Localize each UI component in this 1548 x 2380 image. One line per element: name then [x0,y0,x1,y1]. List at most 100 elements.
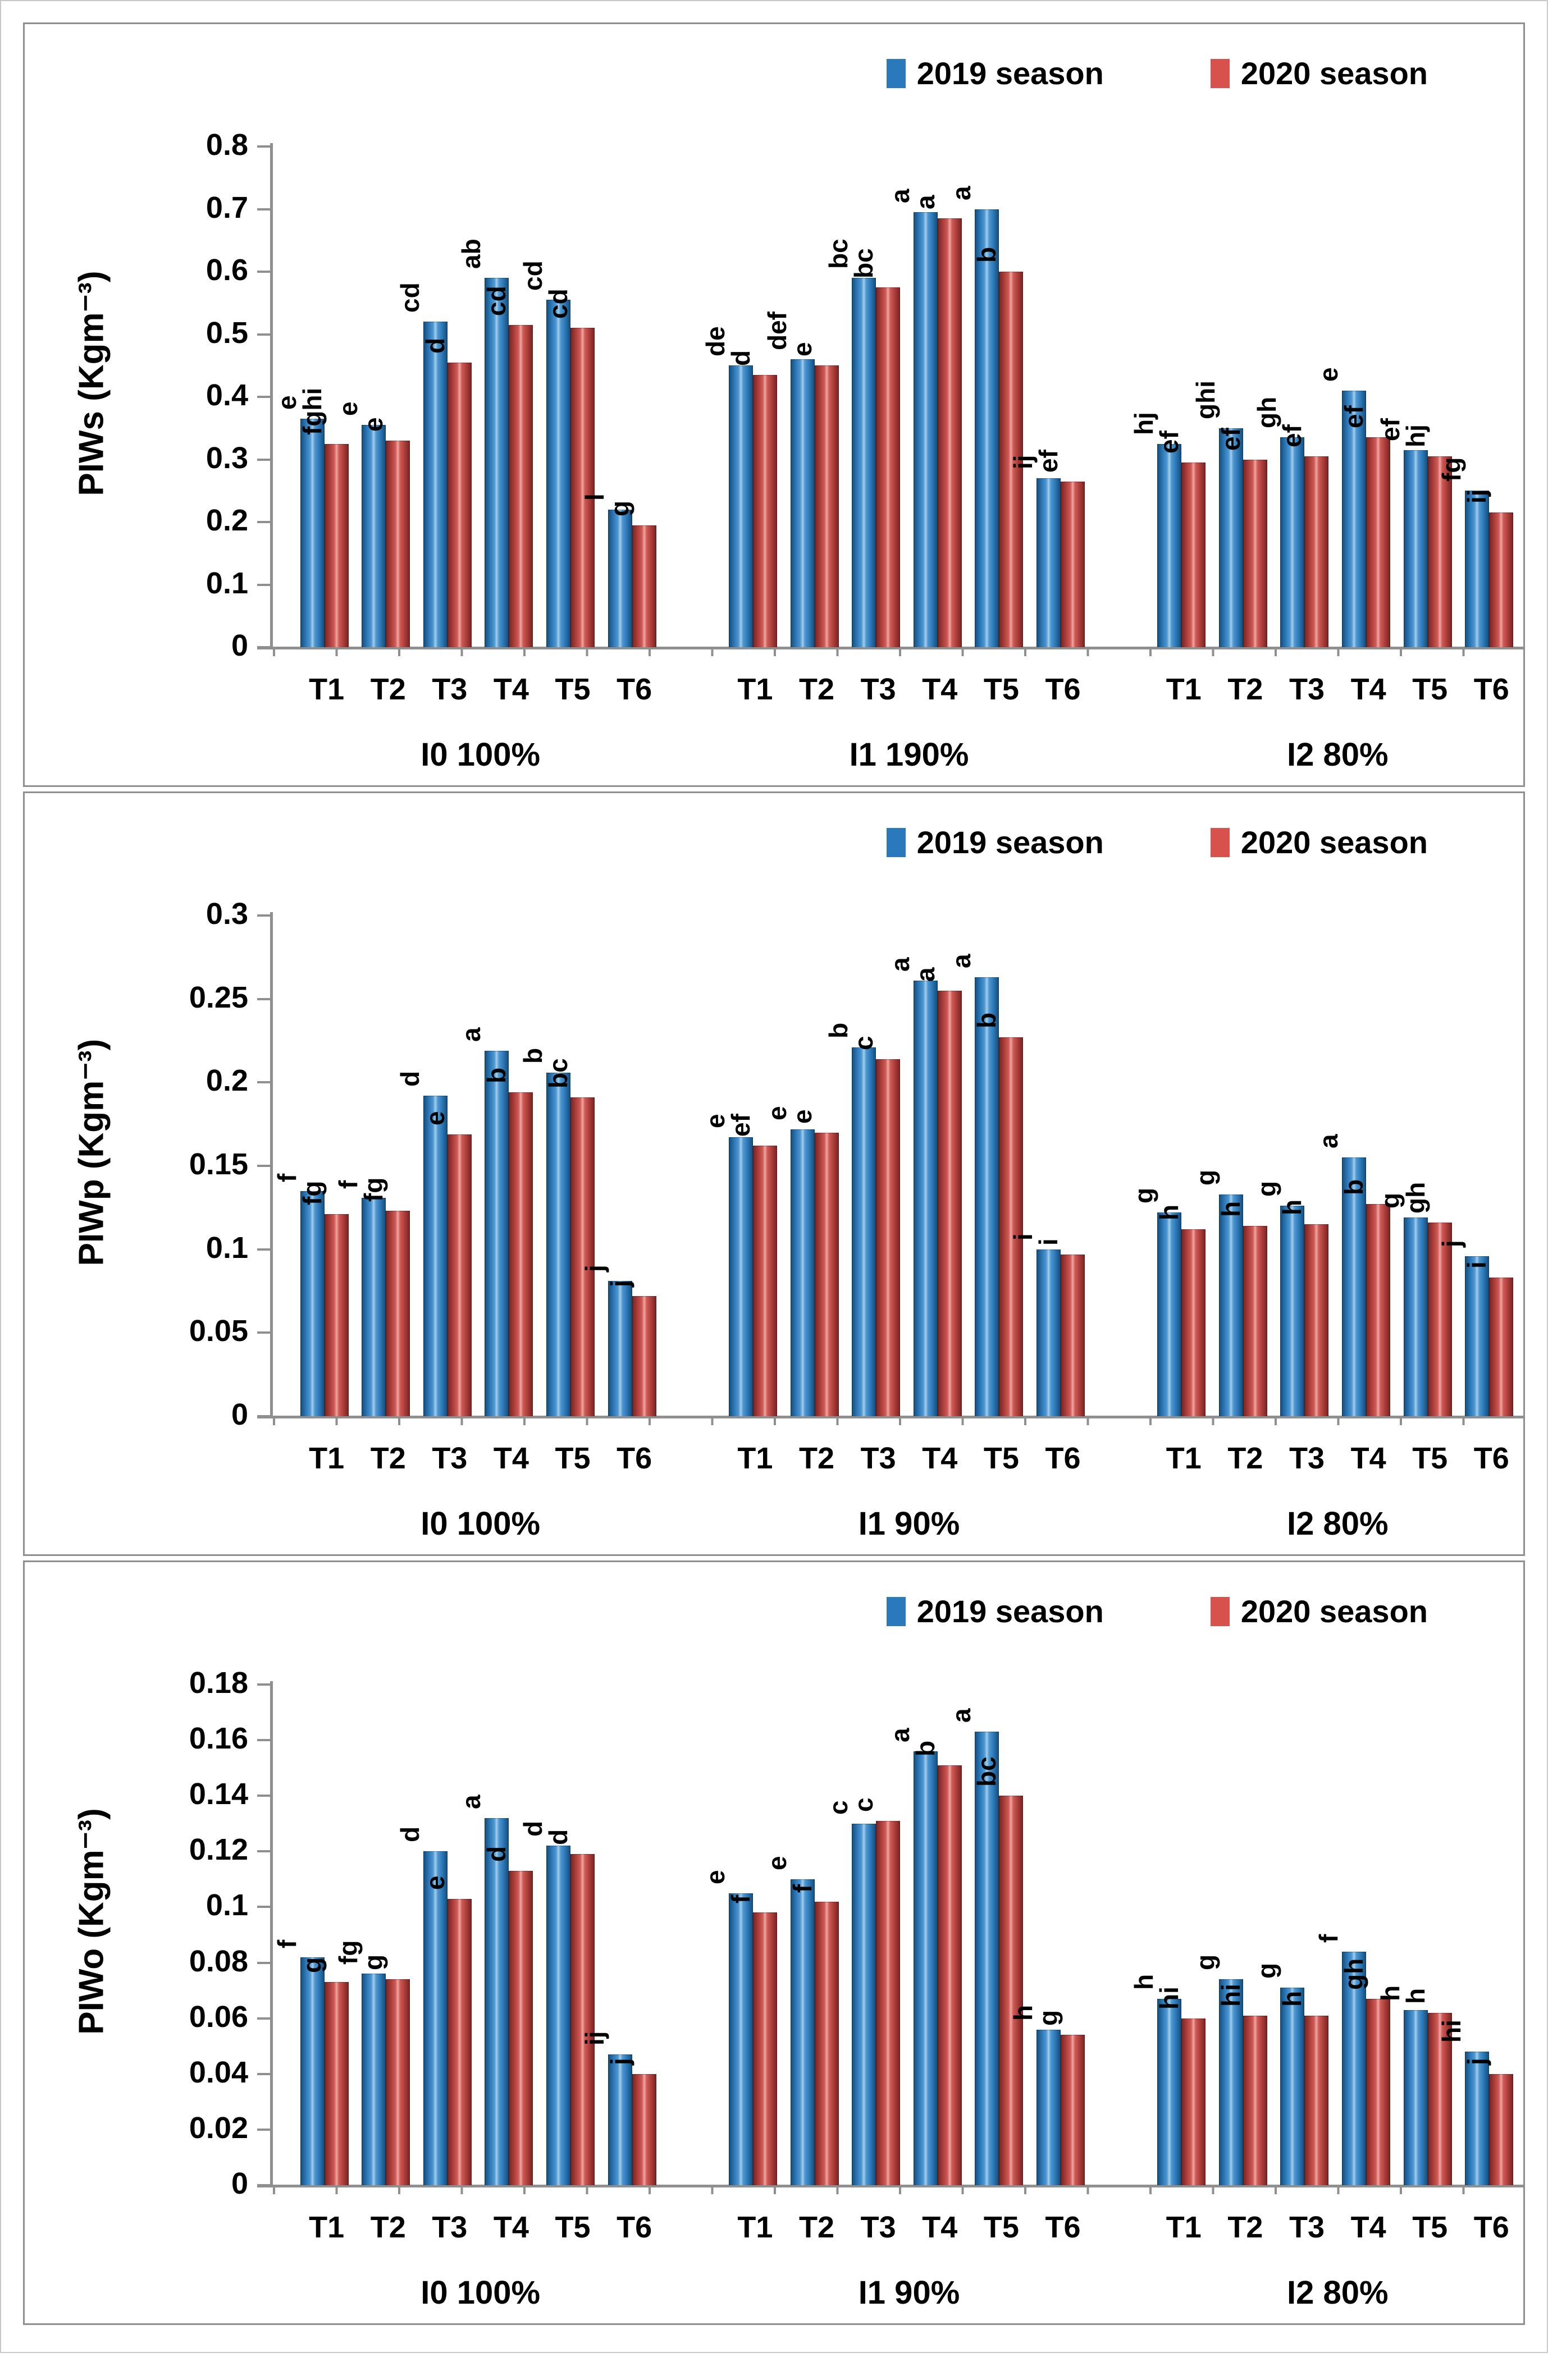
significance-letter-2019: g [1129,1188,1159,1204]
significance-letter-2020: c [849,1036,879,1050]
category-slot: ab cd T4 [456,147,539,706]
significance-letter-2019: e [762,1856,792,1870]
significance-letter-2020: b [972,1012,1002,1029]
legend-swatch-2019-icon [886,58,906,88]
y-tick-label: 0 [231,629,248,662]
category-slot: fg g T2 [334,1685,416,2244]
category-label: T1 [309,2210,345,2244]
group-I0: f fg T1 f fg T2 d e T3 a b T4 b bc T5 j j T6 I0 100% [272,916,668,1542]
category-slot: a b T4 [456,916,539,1475]
category-slot: d e T3 [395,916,478,1475]
significance-letter-2019: e [762,1106,792,1120]
category-label: T5 [555,1441,591,1475]
significance-letter-2019: a [456,1027,486,1042]
significance-letter-2020: i [1462,1261,1492,1269]
chart-panel-PIWp: 2019 season 2020 season PIWp (Kgm⁻³) 0.3 0.2… [23,791,1525,1556]
legend-swatch-2019-icon [886,827,906,857]
bar-2019 [728,1137,753,1416]
significance-letter-2019: e [1314,367,1344,382]
significance-letter-2020: bc [972,1756,1002,1787]
significance-letter-2020: fghi [297,387,327,435]
bar-2020 [752,1146,777,1416]
bar-2020 [1489,2074,1514,2185]
bar-2020 [814,365,839,647]
y-tick-mark [257,1165,271,1167]
significance-letter-2019: a [456,1795,486,1809]
bar-2020 [386,1211,410,1416]
category-slot: g h T3 [1252,916,1335,1475]
bar-2019 [1036,2029,1061,2185]
y-tick-mark [257,646,271,648]
y-tick-label: 0.04 [189,2055,248,2089]
category-slot: b bc T5 [518,916,601,1475]
charts-stack: 2019 season 2020 season PIWs (Kgm⁻³) 0.8 0.7… [1,22,1547,2325]
y-tick-label: 0.4 [206,378,248,412]
y-tick-label: 0 [231,1398,248,1431]
bar-2020 [1060,2035,1085,2185]
bar-2019 [1280,1988,1305,2185]
group-label: I1 90% [858,2274,960,2311]
category-slot: e e T2 [762,916,845,1475]
bar-2020 [1060,481,1085,647]
significance-letter-2019: cd [395,282,424,313]
category-slot: hi j T6 [1437,1685,1519,2244]
category-slot: j i T6 [1437,916,1519,1475]
category-label: T1 [737,672,773,706]
significance-letter-2019: def [762,312,792,351]
bar-2020 [324,1982,349,2185]
bar-2020 [1304,2015,1329,2185]
significance-letter-2020: h [1400,1988,1430,2004]
significance-letter-2020: fg [297,1180,327,1206]
category-slot: gh ef T3 [1252,147,1335,706]
category-label: T4 [922,1441,958,1475]
group-I1: de d T1 def e T2 bc bc T3 a a T4 a b T5 ij ef T6 I1 190% [701,147,1096,773]
category-slot: ij ef T6 [1008,147,1091,706]
bar-2020 [509,324,533,647]
legend-label: 2020 season [1240,825,1428,860]
significance-letter-2020: g [1033,2010,1063,2026]
significance-letter-2020: h [1277,1199,1307,1216]
y-tick-label: 0.3 [206,897,248,931]
significance-letter-2020: ef [725,1114,755,1137]
y-tick-label: 0.7 [206,190,248,225]
category-label: T4 [922,672,958,706]
category-slot: e ef T4 [1314,147,1396,706]
bar-2019 [790,359,815,647]
y-tick-mark [257,1415,271,1417]
category-label: T1 [309,672,345,706]
category-slot: e fghi T1 [272,147,355,706]
group-label: I0 100% [421,1505,541,1542]
legend: 2019 season 2020 season [886,55,1428,91]
significance-letter-2020: g [359,1955,389,1971]
category-label: T4 [922,2210,958,2244]
significance-letter-2019: i [1008,1233,1038,1241]
y-tick-mark [257,1906,271,1908]
bar-2019 [790,1129,815,1416]
legend-swatch-2019-icon [886,1596,906,1626]
significance-letter-2020: gh [1400,1182,1430,1214]
y-tick-mark [257,521,271,523]
bar-2019 [1218,1979,1243,2185]
bar-2020 [752,1912,777,2185]
bar-2020 [1366,1998,1391,2185]
significance-letter-2019: ij [1008,455,1038,469]
chart-panel-PIWo: 2019 season 2020 season PIWo (Kgm⁻³) 0.18 0.… [23,1560,1525,2325]
category-label: T3 [1289,1441,1325,1475]
significance-letter-2019: j [1437,1239,1467,1247]
significance-letter-2019: ab [456,239,486,269]
category-label: T1 [737,1441,773,1475]
y-tick-mark [257,271,271,273]
significance-letter-2019: cd [518,260,548,291]
bar-2019 [852,278,876,647]
bar-2020 [386,1979,410,2185]
significance-letter-2019: d [395,1827,424,1843]
bar-2019 [1465,1256,1490,1416]
chart-panel-PIWs: 2019 season 2020 season PIWs (Kgm⁻³) 0.8 0.7… [23,22,1525,787]
category-label: T6 [617,672,652,706]
category-slot: a bc T5 [947,1685,1029,2244]
bar-2019 [975,209,999,647]
y-tick-label: 0.02 [189,2111,248,2145]
category-slot: fg ij T6 [1437,147,1519,706]
category-label: T2 [1227,2210,1263,2244]
group-label: I1 190% [849,736,969,773]
